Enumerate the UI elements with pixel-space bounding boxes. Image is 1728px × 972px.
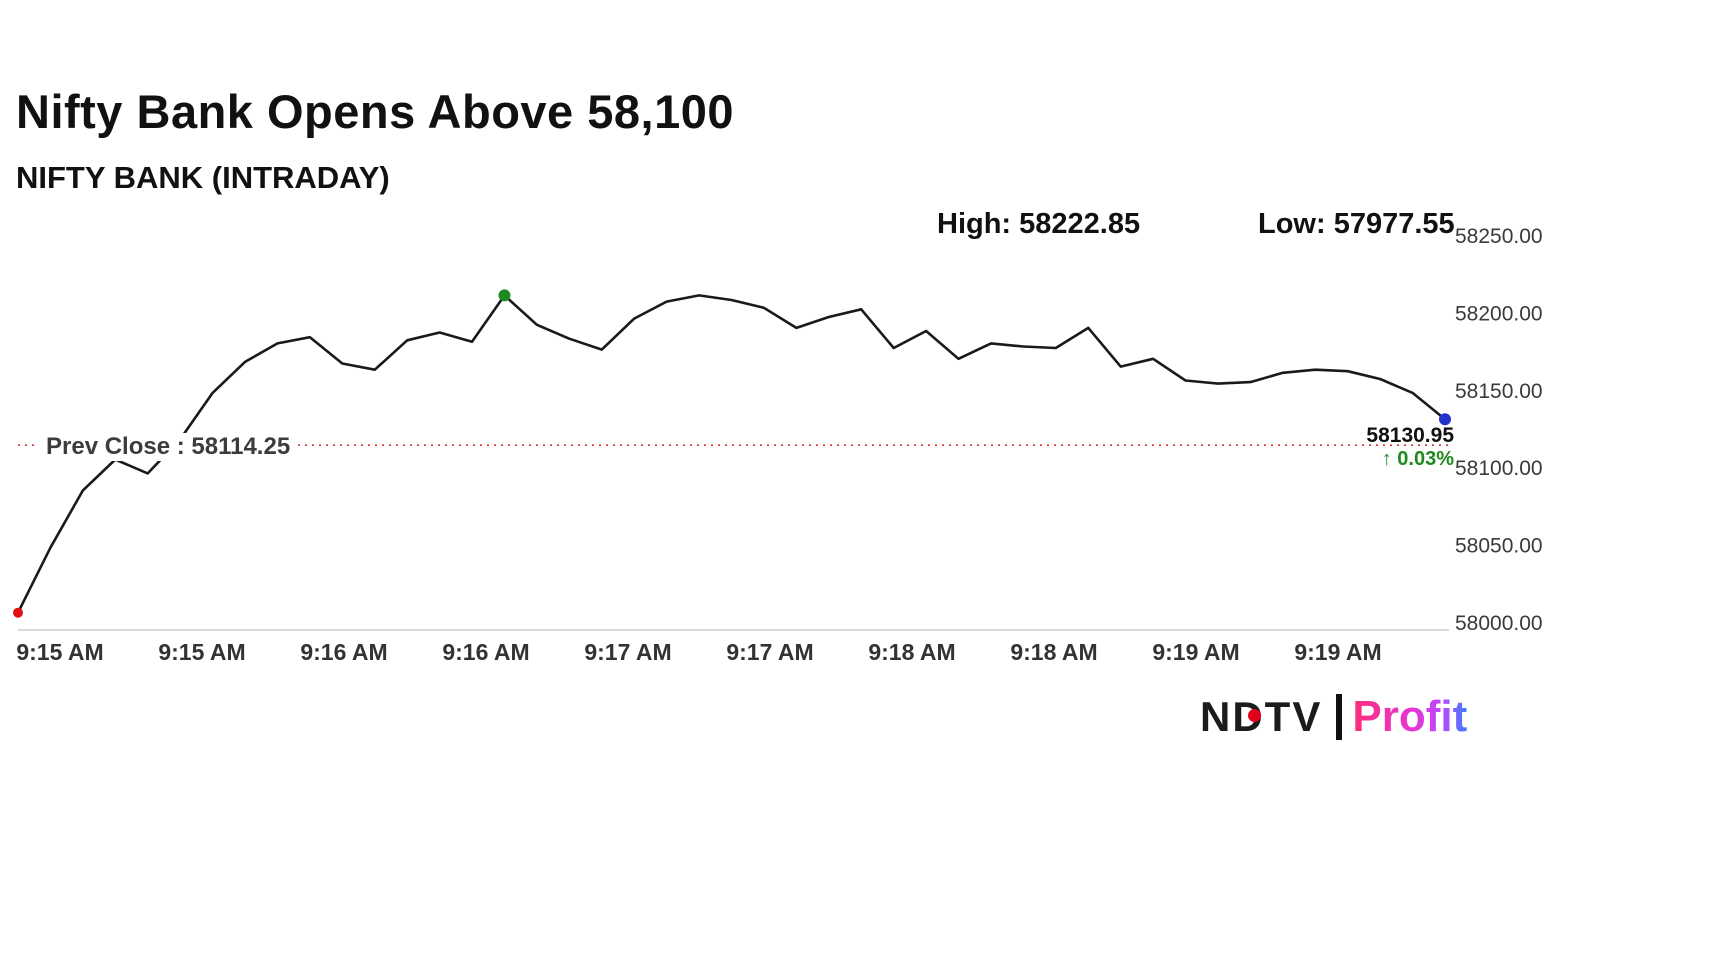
y-tick-label: 58000.00 bbox=[1455, 612, 1543, 635]
last-price-change: ↑ 0.03% bbox=[1381, 448, 1454, 471]
prev-close-label: Prev Close : 58114.25 bbox=[38, 433, 299, 461]
x-tick-label: 9:15 AM bbox=[158, 639, 245, 665]
ndtv-logo: NDTV bbox=[1200, 693, 1322, 741]
x-tick-label: 9:17 AM bbox=[584, 639, 671, 665]
y-tick-label: 58100.00 bbox=[1455, 457, 1543, 480]
low-value-label: Low: 57977.55 bbox=[1258, 208, 1455, 240]
x-tick-label: 9:19 AM bbox=[1294, 639, 1381, 665]
open-marker-dot bbox=[13, 607, 23, 618]
price-line bbox=[16, 294, 1447, 614]
x-tick-label: 9:16 AM bbox=[442, 639, 529, 665]
high-value-label: High: 58222.85 bbox=[937, 208, 1141, 240]
last-marker-dot bbox=[1439, 413, 1451, 426]
page-title: Nifty Bank Opens Above 58,100 bbox=[16, 85, 735, 138]
y-tick-label: 58250.00 bbox=[1455, 225, 1543, 248]
ndtv-red-dot-icon bbox=[1248, 709, 1261, 722]
y-tick-label: 58050.00 bbox=[1455, 535, 1543, 558]
x-tick-label: 9:18 AM bbox=[868, 639, 955, 665]
ndtv-profit-logo: NDTV Profit bbox=[1200, 692, 1467, 742]
ndtv-logo-text: NDTV bbox=[1200, 693, 1323, 740]
y-tick-label: 58200.00 bbox=[1455, 302, 1543, 325]
chart-subtitle: NIFTY BANK (INTRADAY) bbox=[16, 160, 390, 195]
profit-logo-text: Profit bbox=[1352, 692, 1468, 741]
high-marker-dot bbox=[498, 289, 511, 302]
x-tick-label: 9:15 AM bbox=[16, 639, 103, 665]
x-tick-label: 9:16 AM bbox=[300, 639, 387, 665]
x-tick-label: 9:18 AM bbox=[1010, 639, 1097, 665]
y-tick-label: 58150.00 bbox=[1455, 380, 1543, 403]
logo-divider bbox=[1336, 694, 1343, 740]
last-price-value: 58130.95 bbox=[1366, 424, 1454, 447]
x-tick-label: 9:19 AM bbox=[1152, 639, 1239, 665]
x-tick-label: 9:17 AM bbox=[726, 639, 813, 665]
last-price-block: 58130.95 ↑ 0.03% bbox=[1366, 424, 1454, 471]
